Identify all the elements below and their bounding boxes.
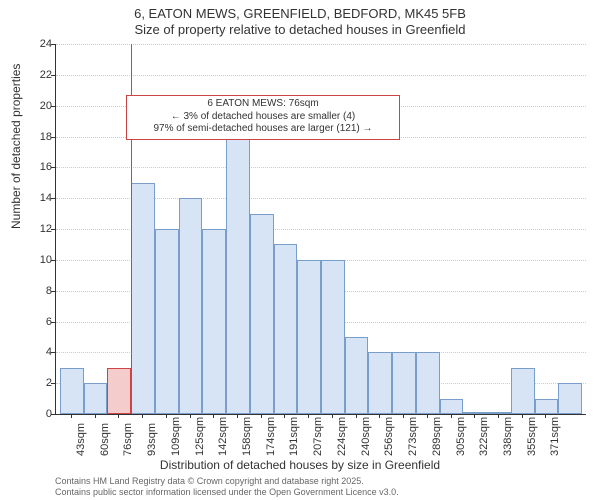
xtick-mark [451,414,452,418]
xtick-label: 207sqm [312,417,324,456]
chart-title-line1: 6, EATON MEWS, GREENFIELD, BEDFORD, MK45… [0,6,600,21]
ytick-mark [51,260,55,261]
xtick-mark [118,414,119,418]
ytick-mark [51,106,55,107]
histogram-bar [131,183,155,414]
xtick-mark [474,414,475,418]
ytick-mark [51,198,55,199]
xtick-label: 240sqm [360,417,372,456]
credits-line2: Contains public sector information licen… [55,487,399,498]
xtick-label: 60sqm [99,423,111,456]
xtick-mark [545,414,546,418]
histogram-bar [535,399,559,414]
histogram-bar [345,337,369,414]
ytick-mark [51,75,55,76]
annotation-box: 6 EATON MEWS: 76sqm ← 3% of detached hou… [126,95,400,140]
ytick-mark [51,167,55,168]
ytick-mark [51,414,55,415]
xtick-mark [237,414,238,418]
xtick-label: 191sqm [288,417,300,456]
xtick-label: 322sqm [478,417,490,456]
xtick-label: 158sqm [241,417,253,456]
xtick-label: 305sqm [455,417,467,456]
histogram-bar [321,260,345,414]
xtick-label: 338sqm [502,417,514,456]
xtick-label: 93sqm [146,423,158,456]
y-axis-label: Number of detached properties [9,64,23,229]
xtick-mark [403,414,404,418]
ytick-mark [51,137,55,138]
xtick-mark [71,414,72,418]
histogram-bar [84,383,108,414]
xtick-mark [213,414,214,418]
xtick-label: 76sqm [122,423,134,456]
ytick-mark [51,352,55,353]
xtick-label: 109sqm [170,417,182,456]
xtick-label: 273sqm [407,417,419,456]
histogram-bar [392,352,416,414]
histogram-bar [297,260,321,414]
xtick-mark [332,414,333,418]
annotation-line3: 97% of semi-detached houses are larger (… [133,123,393,136]
xtick-label: 355sqm [526,417,538,456]
credits: Contains HM Land Registry data © Crown c… [55,476,399,498]
histogram-bar [440,399,464,414]
xtick-mark [379,414,380,418]
xtick-mark [356,414,357,418]
xtick-mark [190,414,191,418]
xtick-label: 256sqm [383,417,395,456]
ytick-mark [51,44,55,45]
property-size-chart: 6, EATON MEWS, GREENFIELD, BEDFORD, MK45… [0,0,600,500]
xtick-mark [261,414,262,418]
xtick-mark [427,414,428,418]
credits-line1: Contains HM Land Registry data © Crown c… [55,476,399,487]
xtick-mark [142,414,143,418]
xtick-label: 174sqm [265,417,277,456]
histogram-bar [226,121,250,414]
highlight-bar [107,368,131,414]
xtick-label: 43sqm [75,423,87,456]
xtick-mark [284,414,285,418]
xtick-mark [522,414,523,418]
xtick-label: 289sqm [431,417,443,456]
ytick-mark [51,383,55,384]
histogram-bar [202,229,226,414]
histogram-bar [511,368,535,414]
plot-area: 6 EATON MEWS: 76sqm ← 3% of detached hou… [55,44,586,415]
xtick-label: 125sqm [194,417,206,456]
histogram-bar [179,198,203,414]
ytick-mark [51,229,55,230]
gridline [56,75,586,76]
xtick-label: 371sqm [549,417,561,456]
ytick-mark [51,291,55,292]
histogram-bar [416,352,440,414]
histogram-bar [274,244,298,414]
xtick-mark [308,414,309,418]
histogram-bar [558,383,582,414]
chart-title-line2: Size of property relative to detached ho… [0,22,600,37]
annotation-line1: 6 EATON MEWS: 76sqm [133,98,393,111]
xtick-label: 142sqm [217,417,229,456]
xtick-mark [95,414,96,418]
histogram-bar [250,214,274,414]
xtick-mark [498,414,499,418]
histogram-bar [60,368,84,414]
histogram-bar [155,229,179,414]
ytick-mark [51,322,55,323]
gridline [56,44,586,45]
xtick-mark [166,414,167,418]
gridline [56,167,586,168]
annotation-line2: ← 3% of detached houses are smaller (4) [133,111,393,124]
histogram-bar [463,412,487,414]
x-axis-label: Distribution of detached houses by size … [0,458,600,472]
xtick-label: 224sqm [336,417,348,456]
histogram-bar [368,352,392,414]
